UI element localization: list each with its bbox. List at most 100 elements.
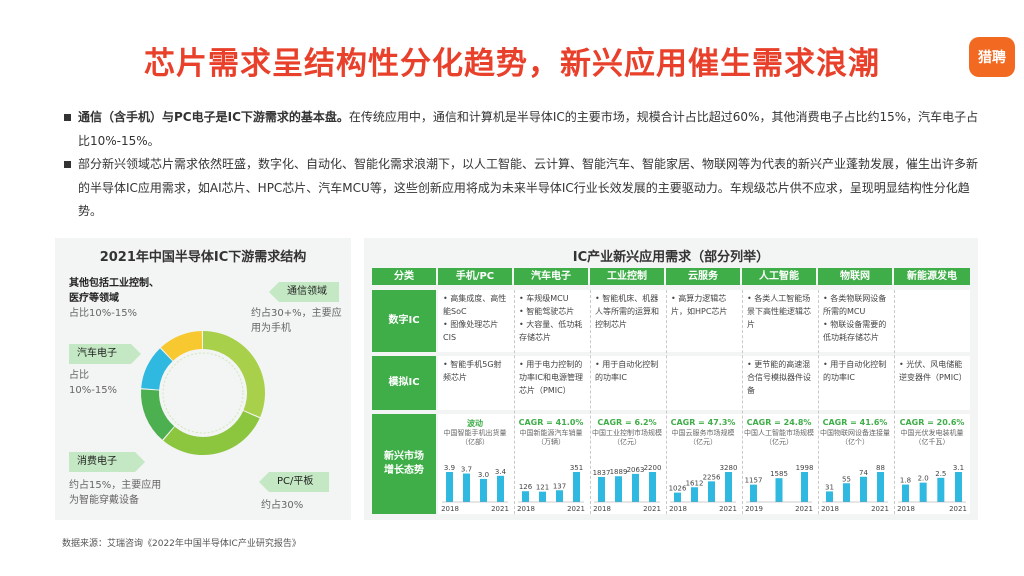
bar-value-label: 1157 [745, 477, 763, 485]
column-header: 工业控制 [590, 268, 664, 285]
donut-segment-4 [160, 331, 203, 361]
table-cell: • 光伏、风电储能逆变器件（PMIC） [899, 360, 967, 382]
table-cell: • 用于自动化控制的功率IC [823, 360, 887, 382]
bar [877, 472, 884, 502]
bar [539, 491, 546, 502]
bar [937, 477, 945, 502]
emerging-demand-panel: IC产业新兴应用需求（部分列举） 分类 手机/PC 汽车电子 工业控制 云服务 人工智能物… [364, 238, 978, 520]
panel-title: 2021年中国半导体IC下游需求结构 [99, 250, 307, 265]
year-tick-label: 2021 [795, 505, 813, 513]
column-header: 人工智能 [742, 268, 816, 285]
table-cell [667, 356, 739, 410]
bullet-text: 部分新兴领域芯片需求依然旺盛，数字化、自动化、智能化需求浪潮下，以人工智能、云计… [78, 157, 979, 218]
tag-arrow [135, 452, 145, 472]
bar [615, 476, 622, 502]
row-background [438, 290, 970, 352]
bar [497, 475, 504, 502]
mini-bar-chart: 1157 1585 1998 2019 2021 [745, 464, 814, 513]
year-tick-label: 2018 [517, 505, 535, 513]
mini-bar-chart: 126 121 137 351 2018 2021 [517, 464, 585, 513]
bar-value-label: 31 [825, 483, 834, 491]
bullet-list: 通信（含手机）与PC电子是IC下游需求的基本盘。在传统应用中，通信和计算机是半导… [64, 106, 984, 224]
mini-chart-title: 中国人工智能市场规模（亿元） [744, 429, 814, 446]
bar-value-label: 1.8 [900, 477, 911, 485]
bar [480, 478, 487, 502]
bar [632, 473, 639, 502]
tag-arrow [131, 344, 141, 364]
bar-value-label: 3.1 [953, 464, 964, 472]
bar-value-label: 126 [519, 483, 533, 491]
bar [843, 483, 850, 502]
bar [775, 478, 783, 502]
table-cell: • 智能手机5G射频芯片 [443, 360, 502, 382]
cagr-label: CAGR = 6.2% [597, 418, 657, 427]
year-tick-label: 2021 [643, 505, 661, 513]
table-cell [895, 290, 969, 352]
donut-segment-0 [203, 331, 265, 418]
mini-chart-title: 中国物联网设备连接量（亿个） [820, 429, 890, 446]
table-cell: • 各类物联网设备所需的MCU • 物联设备需要的低功耗存储芯片 [823, 294, 887, 342]
mini-chart-title: 中国光伏发电装机量（亿千瓦） [900, 429, 964, 446]
row-header-market: 新兴市场 增长态势 [372, 414, 436, 514]
cagr-label: CAGR = 41.6% [822, 418, 888, 427]
row-background [438, 356, 970, 410]
year-tick-label: 2019 [745, 505, 763, 513]
bar [725, 472, 732, 502]
cagr-label: CAGR = 47.3% [670, 418, 736, 427]
bar [919, 482, 927, 502]
bar [826, 491, 833, 502]
seg-desc-comm: 约占30+%，主要应用为手机 [251, 308, 342, 334]
mini-chart-title: 中国工业控制市场规模（亿元） [592, 429, 662, 446]
bar-value-label: 2063 [627, 466, 645, 474]
cagr-label: CAGR = 41.0% [518, 418, 584, 427]
bar [649, 472, 656, 502]
bar [463, 473, 470, 502]
bar-value-label: 2200 [644, 464, 662, 472]
mini-chart-title: 中国新能源汽车销量（万辆） [519, 429, 583, 446]
column-header: 手机/PC [438, 268, 512, 285]
bar [446, 472, 453, 502]
year-tick-label: 2018 [441, 505, 459, 513]
page-title: 芯片需求呈结构性分化趋势，新兴应用催生需求浪潮 [144, 46, 880, 82]
bar-value-label: 2256 [703, 473, 721, 481]
seg-desc-auto: 占比10%-15% [69, 370, 118, 396]
bar [598, 476, 605, 502]
table-cell: • 智能机床、机器人等所需的运算和控制芯片 [595, 294, 659, 329]
seg-tag-auto: 汽车电子 [69, 344, 131, 364]
tag-arrow [269, 282, 279, 302]
row-header-analog: 模拟IC [372, 356, 436, 410]
bar [955, 472, 962, 502]
bar-value-label: 3.4 [495, 468, 507, 476]
seg-tag-consumer: 消费电子 [69, 452, 135, 472]
bar [674, 492, 681, 502]
bar [801, 472, 808, 502]
column-header: 新能源发电 [894, 268, 970, 285]
seg-desc-pc: 约占30% [261, 500, 304, 511]
donut-inner-ring [162, 352, 244, 434]
bullet-item: 通信（含手机）与PC电子是IC下游需求的基本盘。在传统应用中，通信和计算机是半导… [64, 106, 984, 153]
bar-value-label: 3.7 [461, 466, 472, 474]
bar [750, 484, 757, 502]
bar-value-label: 3280 [720, 464, 738, 472]
bar [522, 491, 529, 502]
bar-value-label: 351 [570, 464, 583, 472]
column-divider [818, 290, 819, 514]
year-tick-label: 2018 [669, 505, 687, 513]
bar [691, 487, 698, 502]
table-cell: • 高算力逻辑芯片，如HPC芯片 [671, 294, 728, 316]
bar [573, 472, 580, 502]
column-header: 物联网 [818, 268, 892, 285]
bullet-bold: 通信（含手机）与PC电子是IC下游需求的基本盘。 [78, 110, 349, 124]
year-tick-label: 2021 [567, 505, 585, 513]
bar-value-label: 137 [553, 482, 566, 490]
donut-chart [141, 331, 265, 455]
bar-value-label: 1837 [593, 469, 611, 477]
table-cell: • 用于电力控制的功率IC和电源管理芯片（PMIC） [519, 360, 583, 395]
bar [708, 481, 715, 502]
bar-value-label: 121 [536, 484, 549, 492]
cagr-label: CAGR = 20.6% [899, 418, 965, 427]
seg-tag-comm: 通信领域 [279, 282, 339, 302]
logo-text: 猎聘 [978, 50, 1006, 66]
seg-desc-consumer: 约占15%，主要应用为智能穿戴设备 [69, 480, 162, 506]
bar-value-label: 74 [859, 469, 868, 477]
